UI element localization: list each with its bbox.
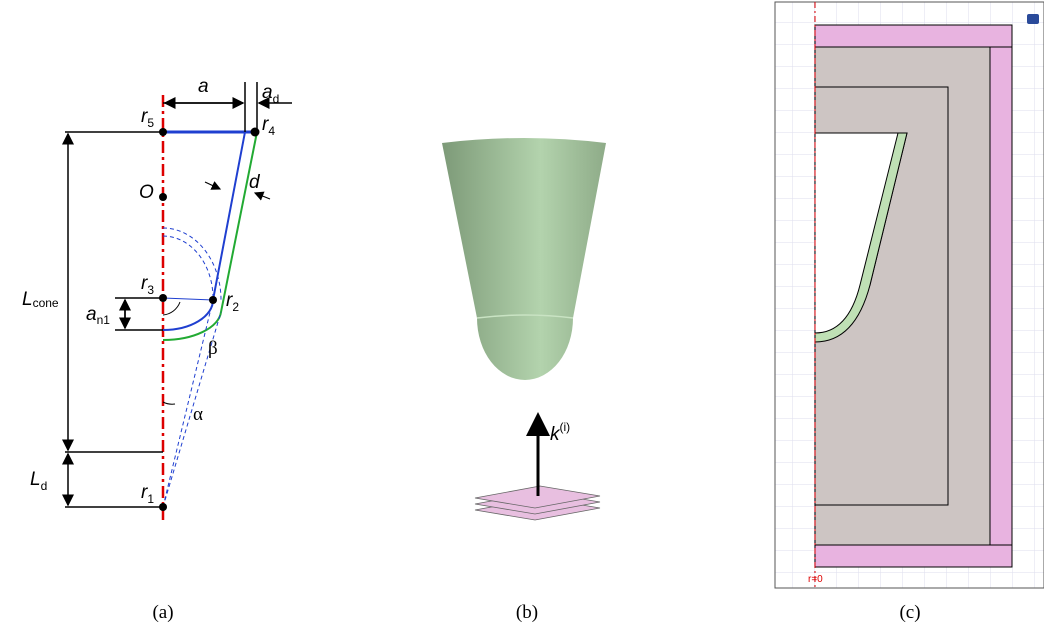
dashed-line	[162, 311, 222, 508]
label: O	[139, 182, 154, 203]
caption: (b)	[516, 602, 538, 623]
label: Ld	[30, 469, 47, 493]
radius-line	[162, 297, 214, 301]
label: ad	[262, 82, 279, 106]
arrow	[253, 191, 271, 201]
wave-planes	[474, 485, 601, 521]
panel-c: r=0 (c)	[774, 1, 1044, 623]
dashed-line	[162, 299, 214, 508]
pml-top	[814, 24, 1013, 48]
arrow	[204, 181, 222, 190]
label: r4	[262, 114, 275, 138]
seam	[476, 314, 574, 319]
label: r5	[141, 106, 154, 130]
label: a	[198, 76, 209, 97]
axis-label: r=0	[808, 574, 823, 585]
label: β	[208, 338, 218, 359]
icon	[1027, 14, 1039, 24]
label: Lcone	[22, 289, 59, 310]
label: k(i)	[550, 420, 570, 445]
pml-bottom	[814, 544, 1013, 568]
probe-cone	[442, 138, 606, 380]
panel-b: k(i) (b)	[442, 138, 606, 623]
pml-side	[989, 24, 1013, 568]
dashed-arc	[162, 235, 214, 299]
caption: (a)	[152, 602, 173, 623]
caption: (c)	[899, 602, 920, 623]
label: an1	[86, 304, 110, 327]
outer-profile	[162, 131, 258, 342]
label: d	[249, 172, 261, 193]
label: r2	[226, 290, 239, 314]
label: α	[193, 404, 203, 425]
label: r1	[141, 482, 154, 506]
label: r3	[141, 273, 154, 297]
angle-arc	[162, 401, 176, 405]
panel-a: a ad r5 r4 O d Lcone r3 r2 an1 β α Ld r1…	[22, 76, 292, 623]
angle-arc	[162, 301, 181, 316]
